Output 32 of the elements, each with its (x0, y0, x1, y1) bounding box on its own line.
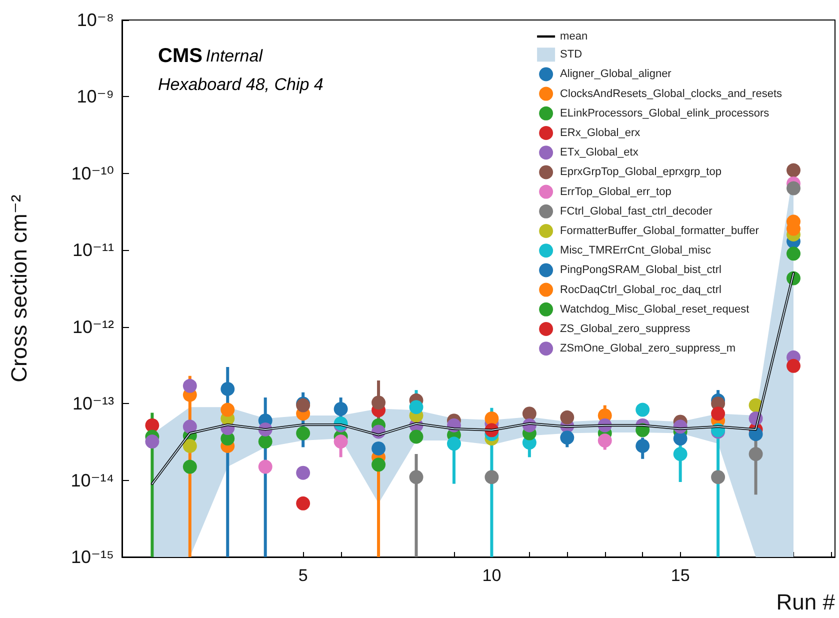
legend-label: Aligner_Global_aligner (560, 68, 672, 80)
legend-label: ErrTop_Global_err_top (560, 186, 672, 198)
legend-label: FormatterBuffer_Global_formatter_buffer (560, 225, 760, 237)
legend-label: STD (560, 48, 582, 61)
y-tick-label: 10⁻⁸ (76, 10, 114, 30)
y-tick-label: 10⁻⁹ (76, 86, 114, 107)
legend-label: PingPongSRAM_Global_bist_ctrl (560, 264, 722, 276)
annotation: CMS Internal (158, 45, 264, 67)
x-tick-label: 5 (298, 566, 308, 585)
legend-label: ELinkProcessors_Global_elink_processors (560, 107, 770, 120)
x-tick-label: 15 (670, 566, 690, 585)
legend-label: ERx_Global_erx (560, 127, 641, 139)
y-tick-label: 10⁻¹⁰ (71, 163, 114, 184)
legend-label: ETx_Global_etx (560, 146, 639, 159)
y-tick-label: 10⁻¹⁴ (70, 470, 114, 490)
legend-label: mean (560, 30, 588, 42)
y-tick-label: 10⁻¹¹ (72, 240, 114, 260)
y-axis-title: Cross section cm⁻² (6, 194, 32, 382)
x-tick-label: 10 (482, 566, 502, 585)
legend-label: Misc_TMRErrCnt_Global_misc (560, 244, 712, 257)
legend-label: FCtrl_Global_fast_ctrl_decoder (560, 205, 713, 218)
annotation: Hexaboard 48, Chip 4 (158, 75, 324, 94)
legend-label: ZSmOne_Global_zero_suppress_m (560, 342, 736, 355)
legend-label: Watchdog_Misc_Global_reset_request (560, 303, 750, 316)
legend-label: EprxGrpTop_Global_eprxgrp_top (560, 166, 722, 178)
y-tick-label: 10⁻¹² (72, 316, 114, 337)
y-tick-label: 10⁻¹⁵ (71, 547, 114, 567)
x-axis-title: Run # (776, 590, 836, 614)
legend-label: ClocksAndResets_Global_clocks_and_resets (560, 88, 782, 100)
y-tick-label: 10⁻¹³ (72, 394, 114, 414)
legend-label: RocDaqCtrl_Global_roc_daq_ctrl (560, 284, 722, 296)
legend-label: ZS_Global_zero_suppress (560, 323, 691, 335)
